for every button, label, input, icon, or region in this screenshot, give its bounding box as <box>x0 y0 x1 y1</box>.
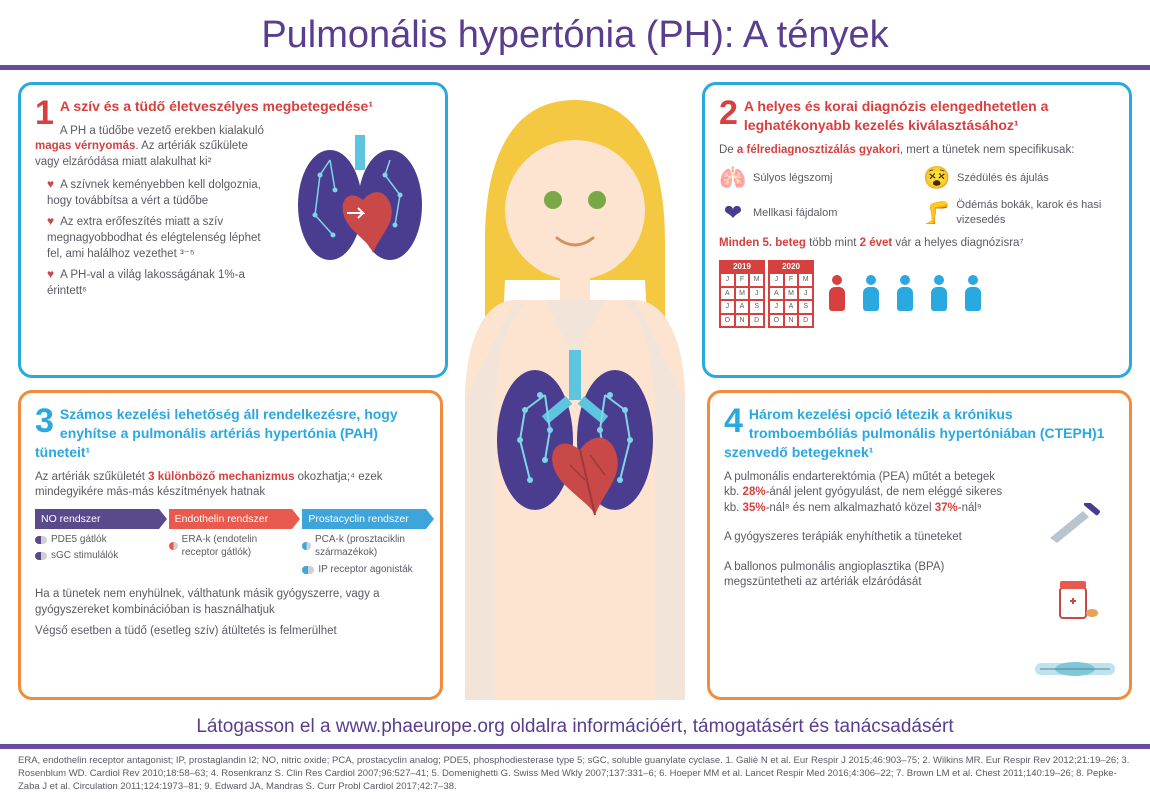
panel-3: 3 Számos kezelési lehetőség áll rendelke… <box>18 390 443 700</box>
panel-4-p1: A pulmonális endarterektómia (PEA) műtét… <box>724 470 1004 517</box>
panel-2-intro: De a félrediagnosztizálás gyakori, mert … <box>719 143 1115 159</box>
panel-1-intro: A PH a tüdőbe vezető erekben kialakuló m… <box>35 124 265 171</box>
page-title: Pulmonális hypertónia (PH): A tények <box>0 0 1150 65</box>
t: vár a helyes diagnózisra⁷ <box>892 237 1023 249</box>
t: Az artériák szűkületét <box>35 471 148 483</box>
panel-3-intro: Az artériák szűkületét 3 különböző mecha… <box>35 470 426 501</box>
body-illustration <box>415 80 735 700</box>
panel-1-number: 1 <box>35 97 54 129</box>
t: 37% <box>935 502 958 514</box>
t: Minden 5. beteg <box>719 237 806 249</box>
main-content: 1 A szív és a tüdő életveszélyes megbete… <box>0 70 1150 710</box>
symptom-icon: ❤ <box>719 199 747 227</box>
t: A PH a tüdőbe vezető erekben kialakuló <box>60 125 264 137</box>
system-column: Prostacyclin rendszer PCA-k (prosztacikli… <box>302 509 426 580</box>
t: 3 különböző mechanizmus <box>148 471 294 483</box>
panel-2-title: A helyes és korai diagnózis elengedhetet… <box>719 97 1115 135</box>
t: -nál⁸ és nem alkalmazható közel <box>766 502 935 514</box>
symptom-label: Mellkasi fájdalom <box>753 206 837 221</box>
t: több mint <box>806 237 860 249</box>
drug-item: sGC stimulálók <box>35 549 159 563</box>
heart-bullet: A szívnek keményebben kell dolgoznia, ho… <box>47 176 265 209</box>
panel-2: 2 A helyes és korai diagnózis elengedhet… <box>702 82 1132 378</box>
panel-2-number: 2 <box>719 97 738 129</box>
heart-bullet: A PH-val a világ lakosságának 1%-a érint… <box>47 266 265 299</box>
person-icon <box>929 275 949 313</box>
t: 28% <box>743 486 766 498</box>
t: magas vérnyomás <box>35 140 135 152</box>
drug-item: IP receptor agonisták <box>302 563 426 577</box>
panel-3-number: 3 <box>35 405 54 437</box>
wait-statistic: Minden 5. beteg több mint 2 évet vár a h… <box>719 236 1115 252</box>
t: -nál⁹ <box>958 502 982 514</box>
drug-item: ERA-k (endotelin receptor gátlók) <box>169 533 293 560</box>
symptom-item: 🦵Ödémás bokák, karok és hasi vizesedés <box>923 198 1115 228</box>
t: , mert a tünetek nem specifikusak: <box>900 144 1075 156</box>
system-tab: Prostacyclin rendszer <box>302 509 426 529</box>
heart-bullet: Az extra erőfeszítés miatt a szív megnag… <box>47 213 265 262</box>
references: ERA, endothelin receptor antagonist; IP,… <box>0 749 1150 799</box>
system-tab: Endothelin rendszer <box>169 509 293 529</box>
medicine-icon <box>1050 573 1100 623</box>
t: 35% <box>743 502 766 514</box>
person-icon <box>895 275 915 313</box>
people-icons <box>827 275 983 313</box>
calendar: 2019JFMAMJJASOND <box>719 260 765 329</box>
symptoms-grid: 🫁 Súlyos légszomj 😵 Szédülés és ájulás ❤ Mell… <box>719 164 1115 228</box>
symptom-item: 😵 Szédülés és ájulás <box>923 164 1115 192</box>
drug-item: PCA-k (prosztaciklin származékok) <box>302 533 426 560</box>
person-icon <box>861 275 881 313</box>
panel-3-note1: Ha a tünetek nem enyhülnek, válthatunk m… <box>35 587 426 618</box>
system-column: Endothelin rendszer ERA-k (endotelin rece… <box>169 509 293 580</box>
symptom-icon: 🦵 <box>923 199 950 227</box>
person-icon <box>827 275 847 313</box>
symptom-icon: 😵 <box>923 164 951 192</box>
calendars: 2019JFMAMJJASOND2020JFMAMJJASOND <box>719 260 817 329</box>
panel-3-title: Számos kezelési lehetőség áll rendelkezé… <box>35 405 426 462</box>
panel-4-title: Három kezelési opció létezik a krónikus … <box>724 405 1115 462</box>
scalpel-icon <box>1045 503 1105 543</box>
panel-4-p3: A ballonos pulmonális angioplasztika (BP… <box>724 560 1004 591</box>
footer-cta: Látogasson el a www.phaeurope.org oldalr… <box>0 710 1150 744</box>
panel-1-title: A szív és a tüdő életveszélyes megbetege… <box>35 97 431 116</box>
system-tab: NO rendszer <box>35 509 159 529</box>
t: a félrediagnosztizálás gyakori <box>737 144 900 156</box>
symptom-item: ❤ Mellkasi fájdalom <box>719 198 911 228</box>
panel-4: 4 Három kezelési opció létezik a króniku… <box>707 390 1132 700</box>
system-column: NO rendszer PDE5 gátlók sGC stimulálók <box>35 509 159 580</box>
t: 2 évet <box>860 237 893 249</box>
symptom-label: Súlyos légszomj <box>753 171 832 186</box>
panel-4-icons <box>1035 503 1115 683</box>
t: De <box>719 144 737 156</box>
panel-4-p2: A gyógyszeres terápiák enyhíthetik a tün… <box>724 530 1004 546</box>
symptom-item: 🫁 Súlyos légszomj <box>719 164 911 192</box>
person-icon <box>963 275 983 313</box>
calendar: 2020JFMAMJJASOND <box>768 260 814 329</box>
panel-3-note2: Végső esetben a tüdő (esetleg szív) átül… <box>35 624 426 640</box>
lung-heart-icon <box>285 125 435 285</box>
symptom-icon: 🫁 <box>719 164 747 192</box>
symptom-label: Szédülés és ájulás <box>957 171 1049 186</box>
wait-visual: 2019JFMAMJJASOND2020JFMAMJJASOND <box>719 260 1115 329</box>
drug-item: PDE5 gátlók <box>35 533 159 547</box>
symptom-label: Ödémás bokák, karok és hasi vizesedés <box>956 198 1115 228</box>
panel-1: 1 A szív és a tüdő életveszélyes megbete… <box>18 82 448 378</box>
balloon-icon <box>1035 653 1115 683</box>
panel-4-number: 4 <box>724 405 743 437</box>
treatment-systems: NO rendszer PDE5 gátlók sGC stimulálók Endo… <box>35 509 426 580</box>
